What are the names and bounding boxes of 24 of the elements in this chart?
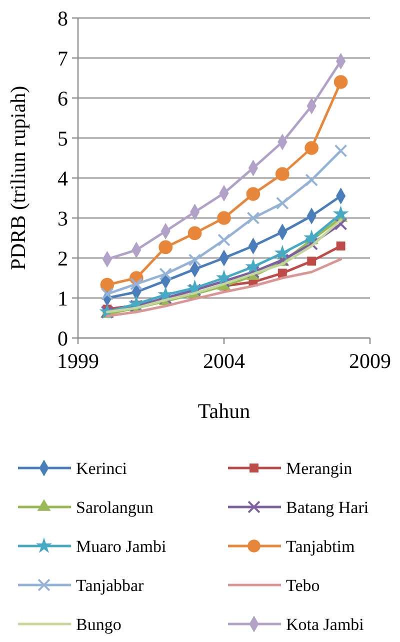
y-tick-label: 2 [58, 246, 68, 270]
y-tick-label: 7 [58, 46, 68, 70]
legend-label: Kerinci [76, 458, 128, 478]
y-tick-label: 1 [58, 286, 68, 310]
legend-label: Tebo [286, 576, 320, 595]
legend-label: Merangin [286, 458, 353, 478]
legend-label: Bungo [76, 614, 122, 634]
y-tick-label: 3 [58, 206, 68, 230]
x-tick-label: 1999 [57, 349, 99, 373]
y-tick-label: 4 [58, 166, 68, 190]
y-tick-label: 8 [58, 6, 68, 30]
legend-label: Kota Jambi [286, 614, 364, 634]
y-axis-title: PDRB (triliun rupiah) [6, 86, 30, 270]
legend-label: Tanjabbar [76, 576, 144, 595]
x-tick-label: 2004 [203, 349, 246, 373]
legend-label: Muaro Jambi [76, 536, 166, 556]
y-tick-label: 5 [58, 126, 68, 150]
legend-label: Tanjabtim [286, 536, 355, 556]
legend-label: Sarolangun [76, 498, 154, 517]
y-tick-label: 0 [58, 326, 68, 350]
y-tick-label: 6 [58, 86, 68, 110]
x-axis-title: Tahun [198, 399, 251, 423]
legend-label: Batang Hari [286, 498, 369, 517]
x-tick-label: 2009 [349, 349, 391, 373]
